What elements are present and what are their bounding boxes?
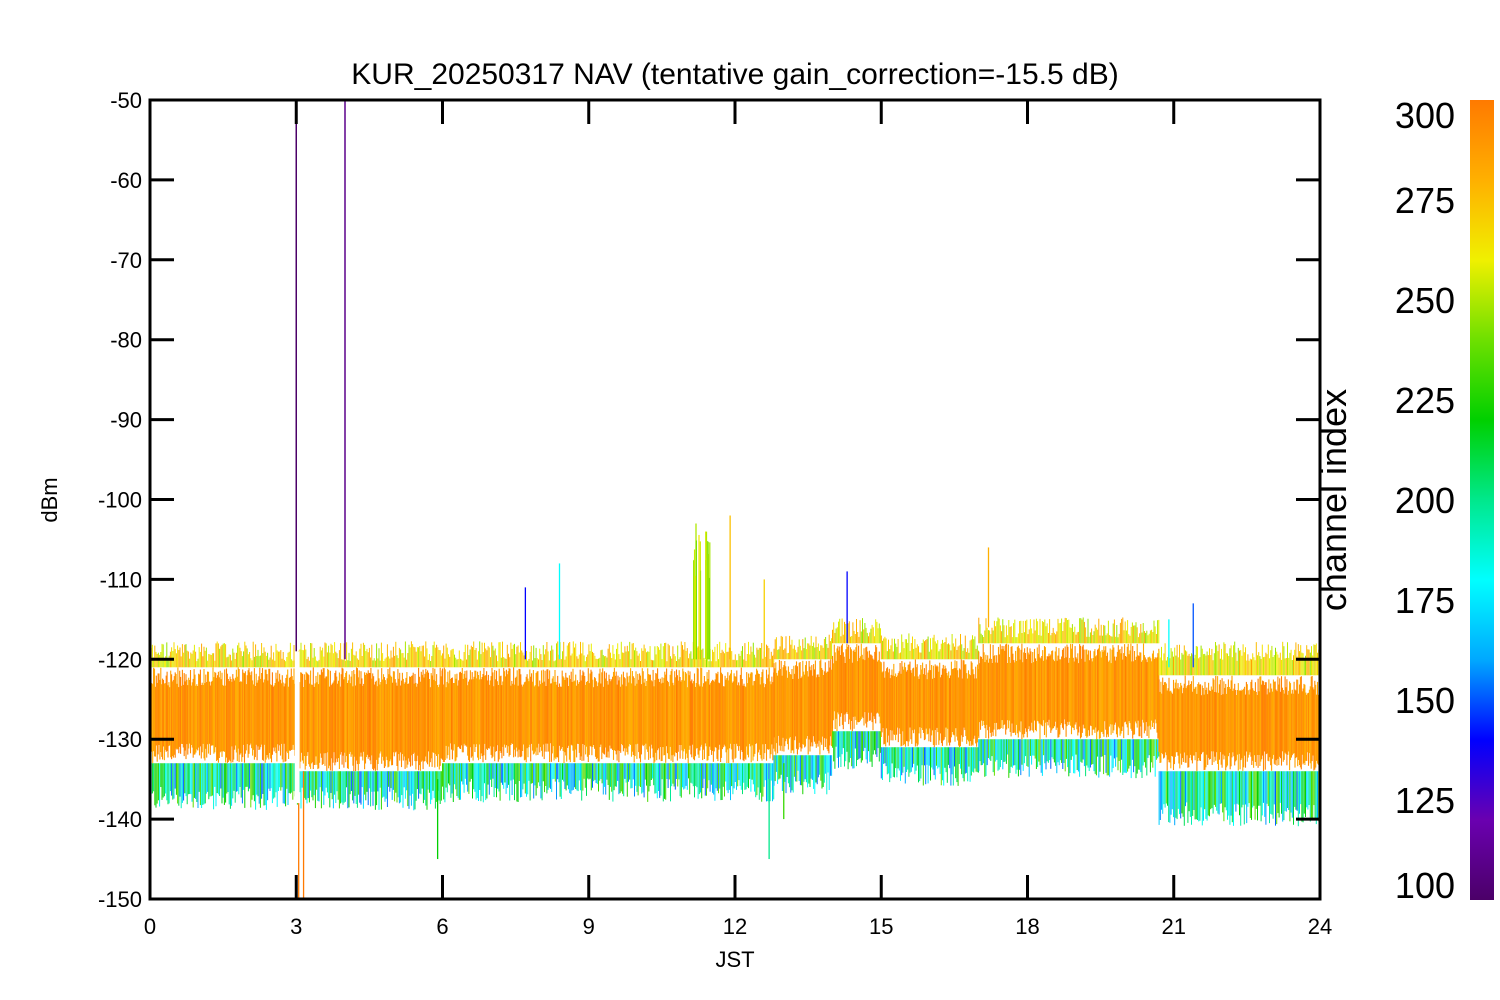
x-tick-label: 3 [290,914,302,939]
colorbar-tick-label: 275 [1395,180,1455,221]
x-tick-label: 0 [144,914,156,939]
band-1 [295,641,443,811]
colorbar-tick-label: 250 [1395,280,1455,321]
y-axis-title: dBm [37,477,62,522]
colorbar: 100 125 150 175 200 225 250 275 300 channel inde… [1313,95,1494,906]
colorbar-title: channel index [1313,389,1354,611]
x-axis: 0 3 6 9 12 15 18 21 24 [144,100,1332,939]
colorbar-tick-label: 200 [1395,480,1455,521]
x-tick-label: 15 [869,914,893,939]
y-tick-label: -90 [110,408,142,433]
colorbar-tick-label: 225 [1395,380,1455,421]
band-2 [441,641,775,803]
band-3 [773,634,834,795]
x-tick-label: 12 [723,914,747,939]
band-0 [150,641,297,810]
plot-area [150,100,1320,899]
band-7 [1158,641,1320,827]
y-tick-label: -110 [100,567,142,592]
data-gap [294,651,300,804]
x-tick-label: 21 [1162,914,1186,939]
y-tick-label: -60 [110,168,142,193]
band-6 [978,617,1160,779]
colorbar-tick-label: 300 [1395,95,1455,136]
x-tick-label: 18 [1015,914,1039,939]
x-tick-label: 6 [436,914,448,939]
colorbar-tick-label: 125 [1395,780,1455,821]
x-axis-title: JST [715,947,754,972]
band-5 [880,633,979,786]
colorbar-tick-label: 175 [1395,580,1455,621]
y-tick-label: -70 [110,248,142,273]
y-tick-label: -50 [110,88,142,113]
x-tick-label: 24 [1308,914,1332,939]
colorbar-ticks: 100 125 150 175 200 225 250 275 300 [1395,95,1455,906]
y-tick-label: -140 [98,807,142,832]
chart-title: KUR_20250317 NAV (tentative gain_correct… [351,58,1118,91]
y-tick-label: -80 [110,328,142,353]
colorbar-tick-label: 100 [1395,865,1455,906]
y-tick-label: -150 [98,887,142,912]
colorbar-tick-label: 150 [1395,680,1455,721]
y-tick-label: -100 [98,488,142,513]
colorbar-gradient [1470,100,1494,900]
y-tick-label: -130 [98,727,142,752]
x-tick-label: 9 [583,914,595,939]
y-axis: -50 -60 -70 -80 -90 -100 -110 -120 -130 -140 -150 [98,88,1320,912]
band-4 [831,618,882,770]
y-tick-label: -120 [98,647,142,672]
